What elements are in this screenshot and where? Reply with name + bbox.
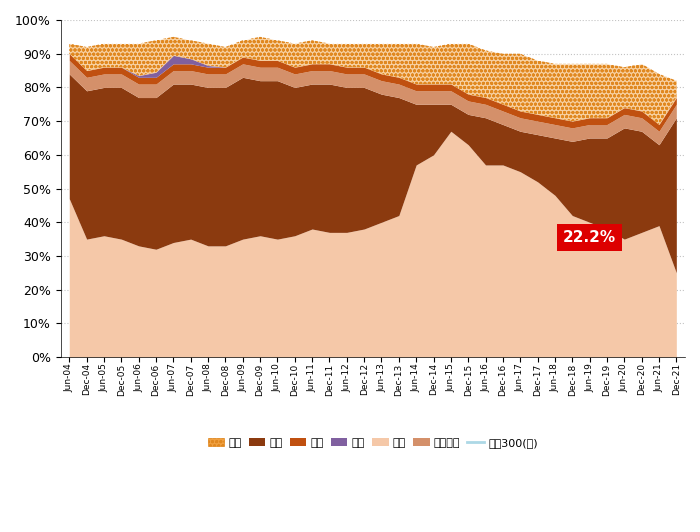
Text: 22.2%: 22.2% [563,230,616,245]
Legend: 股票, 债券, 基金, 权证, 现金, 其他资产, 沪深300(右): 股票, 债券, 基金, 权证, 现金, 其他资产, 沪深300(右) [203,434,542,453]
